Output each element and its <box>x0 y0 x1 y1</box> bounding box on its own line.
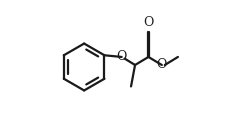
Text: O: O <box>143 16 154 29</box>
Text: O: O <box>116 50 126 63</box>
Text: O: O <box>157 58 167 71</box>
